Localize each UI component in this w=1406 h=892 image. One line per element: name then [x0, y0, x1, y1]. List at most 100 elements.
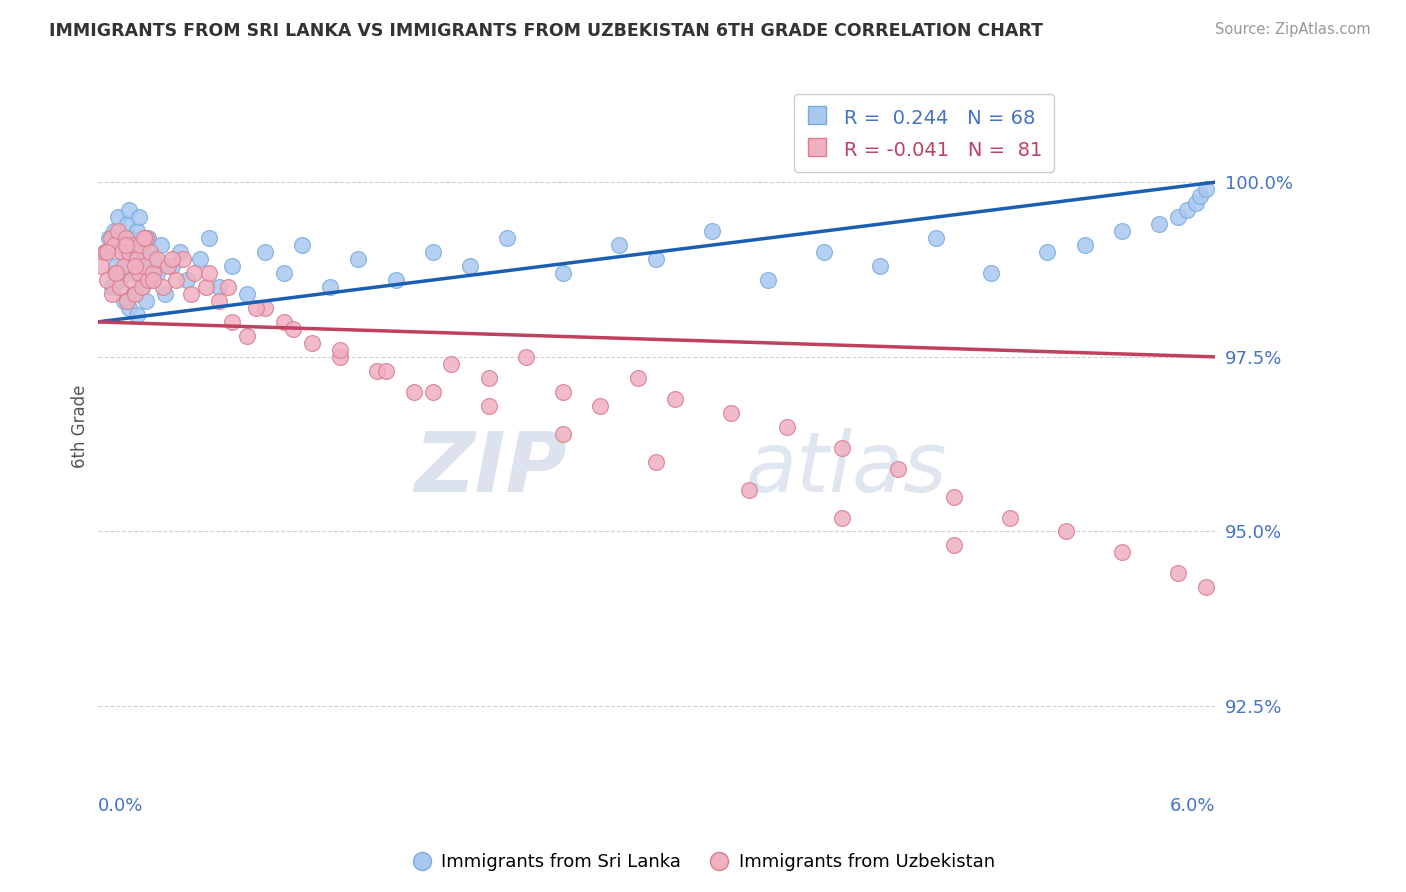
- Point: [1111, 545, 1133, 559]
- Point: [96, 245, 118, 260]
- Point: [180, 287, 202, 301]
- Point: [404, 384, 426, 399]
- Point: [291, 238, 314, 252]
- Point: [831, 441, 853, 455]
- Point: [366, 364, 388, 378]
- Point: [138, 273, 160, 287]
- Point: [245, 301, 267, 315]
- Point: [138, 245, 160, 260]
- Point: [775, 419, 797, 434]
- Point: [198, 266, 221, 280]
- Point: [738, 483, 761, 497]
- Point: [1036, 245, 1059, 260]
- Point: [221, 259, 243, 273]
- Point: [135, 293, 157, 308]
- Point: [129, 238, 152, 252]
- Point: [120, 231, 142, 245]
- Point: [1167, 566, 1189, 581]
- Point: [124, 259, 146, 273]
- Point: [254, 245, 277, 260]
- Point: [221, 315, 243, 329]
- Point: [90, 259, 112, 273]
- Point: [107, 210, 129, 224]
- Point: [980, 266, 1002, 280]
- Point: [183, 266, 205, 280]
- Point: [422, 384, 444, 399]
- Point: [375, 364, 398, 378]
- Point: [125, 308, 148, 322]
- Point: [1111, 224, 1133, 238]
- Point: [134, 231, 156, 245]
- Text: 6.0%: 6.0%: [1170, 797, 1215, 815]
- Point: [131, 280, 153, 294]
- Point: [440, 357, 463, 371]
- Point: [553, 384, 575, 399]
- Point: [114, 266, 136, 280]
- Point: [194, 280, 217, 294]
- Point: [117, 217, 139, 231]
- Point: [1188, 189, 1211, 203]
- Point: [1175, 203, 1198, 218]
- Point: [142, 266, 165, 280]
- Point: [153, 287, 176, 301]
- Point: [105, 266, 128, 280]
- Point: [125, 224, 148, 238]
- Point: [152, 280, 174, 294]
- Point: [135, 231, 157, 245]
- Point: [207, 280, 229, 294]
- Point: [756, 273, 779, 287]
- Point: [645, 252, 668, 266]
- Point: [188, 252, 211, 266]
- Point: [720, 406, 742, 420]
- Point: [515, 350, 537, 364]
- Point: [924, 231, 946, 245]
- Point: [96, 273, 118, 287]
- Point: [254, 301, 277, 315]
- Point: [118, 301, 141, 315]
- Point: [235, 287, 257, 301]
- Point: [1185, 196, 1208, 211]
- Point: [422, 245, 444, 260]
- Point: [134, 259, 156, 273]
- Point: [149, 238, 172, 252]
- Point: [273, 266, 295, 280]
- Point: [553, 426, 575, 441]
- Point: [94, 245, 117, 260]
- Point: [105, 259, 128, 273]
- Point: [101, 280, 124, 294]
- Point: [281, 322, 304, 336]
- Point: [124, 287, 146, 301]
- Point: [700, 224, 723, 238]
- Point: [626, 371, 648, 385]
- Point: [869, 259, 891, 273]
- Legend: R =  0.244   N = 68, R = -0.041   N =  81: R = 0.244 N = 68, R = -0.041 N = 81: [794, 95, 1054, 172]
- Point: [160, 252, 183, 266]
- Point: [142, 273, 165, 287]
- Point: [128, 266, 150, 280]
- Legend: Immigrants from Sri Lanka, Immigrants from Uzbekistan: Immigrants from Sri Lanka, Immigrants fr…: [404, 847, 1002, 879]
- Point: [97, 231, 120, 245]
- Point: [458, 259, 481, 273]
- Point: [943, 490, 966, 504]
- Point: [169, 245, 191, 260]
- Point: [124, 245, 146, 260]
- Point: [998, 510, 1021, 524]
- Point: [1073, 238, 1095, 252]
- Point: [887, 461, 910, 475]
- Point: [120, 252, 142, 266]
- Point: [128, 259, 150, 273]
- Point: [100, 231, 122, 245]
- Point: [129, 238, 152, 252]
- Point: [118, 245, 141, 260]
- Point: [131, 280, 153, 294]
- Text: Source: ZipAtlas.com: Source: ZipAtlas.com: [1215, 22, 1371, 37]
- Point: [165, 273, 187, 287]
- Point: [176, 273, 198, 287]
- Point: [118, 203, 141, 218]
- Point: [103, 238, 125, 252]
- Point: [134, 245, 156, 260]
- Point: [146, 266, 169, 280]
- Point: [813, 245, 835, 260]
- Point: [273, 315, 295, 329]
- Point: [645, 455, 668, 469]
